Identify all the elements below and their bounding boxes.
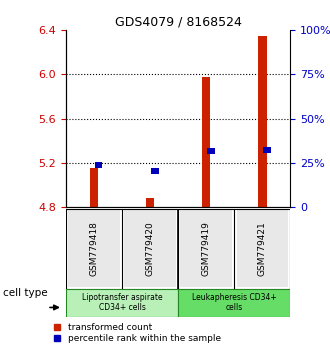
- Bar: [90, 169, 98, 207]
- Text: GSM779421: GSM779421: [258, 221, 267, 276]
- Text: GSM779420: GSM779420: [146, 221, 155, 276]
- FancyBboxPatch shape: [124, 210, 176, 287]
- FancyBboxPatch shape: [178, 289, 290, 317]
- Legend: transformed count, percentile rank within the sample: transformed count, percentile rank withi…: [54, 323, 221, 343]
- Bar: [202, 76, 211, 207]
- Bar: [258, 36, 267, 207]
- FancyBboxPatch shape: [68, 210, 120, 287]
- Title: GDS4079 / 8168524: GDS4079 / 8168524: [115, 16, 242, 29]
- Bar: [146, 198, 154, 207]
- FancyBboxPatch shape: [181, 210, 232, 287]
- Text: GSM779419: GSM779419: [202, 221, 211, 276]
- Bar: [95, 162, 102, 168]
- Text: Leukapheresis CD34+
cells: Leukapheresis CD34+ cells: [192, 293, 277, 312]
- FancyBboxPatch shape: [66, 289, 178, 317]
- Bar: [151, 167, 158, 173]
- Bar: [207, 148, 215, 154]
- FancyBboxPatch shape: [237, 210, 288, 287]
- Bar: [263, 147, 271, 153]
- Text: Lipotransfer aspirate
CD34+ cells: Lipotransfer aspirate CD34+ cells: [82, 293, 162, 312]
- Text: GSM779418: GSM779418: [89, 221, 99, 276]
- Text: cell type: cell type: [3, 288, 48, 298]
